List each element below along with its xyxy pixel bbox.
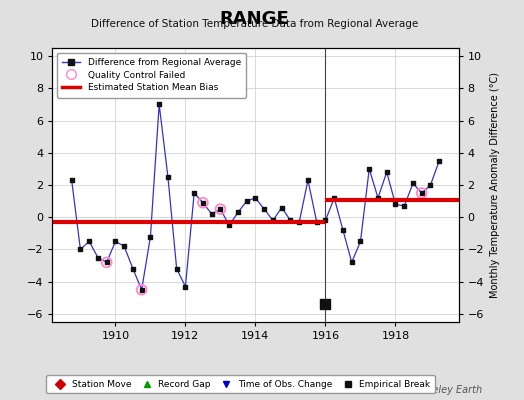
Point <box>234 209 242 216</box>
Point <box>383 169 391 175</box>
Point <box>418 190 426 196</box>
Point <box>243 198 251 204</box>
Legend: Difference from Regional Average, Quality Control Failed, Estimated Station Mean: Difference from Regional Average, Qualit… <box>57 52 246 98</box>
Point <box>295 219 303 225</box>
Point <box>347 259 356 266</box>
Point <box>339 227 347 233</box>
Point <box>321 301 330 308</box>
Point <box>312 219 321 225</box>
Point <box>260 206 268 212</box>
Point <box>85 238 93 245</box>
Point <box>129 266 137 272</box>
Point <box>155 101 163 108</box>
Point <box>190 190 199 196</box>
Point <box>435 158 443 164</box>
Point <box>137 286 146 293</box>
Point <box>103 259 111 266</box>
Point <box>356 238 365 245</box>
Point <box>208 211 216 217</box>
Point <box>103 259 111 266</box>
Point <box>304 177 312 183</box>
Point <box>269 217 277 224</box>
Point <box>330 195 339 201</box>
Point <box>163 174 172 180</box>
Point <box>120 243 128 250</box>
Text: Difference of Station Temperature Data from Regional Average: Difference of Station Temperature Data f… <box>91 19 418 29</box>
Point <box>409 180 417 186</box>
Point <box>181 283 190 290</box>
Point <box>418 190 426 196</box>
Point <box>216 206 225 212</box>
Point <box>251 195 259 201</box>
Text: Berkeley Earth: Berkeley Earth <box>410 385 482 395</box>
Point <box>199 200 207 206</box>
Point <box>374 195 382 201</box>
Point <box>365 166 374 172</box>
Point <box>286 217 294 224</box>
Point <box>278 204 286 211</box>
Point <box>400 203 408 209</box>
Point <box>216 206 225 212</box>
Point <box>225 222 233 228</box>
Point <box>199 200 207 206</box>
Y-axis label: Monthly Temperature Anomaly Difference (°C): Monthly Temperature Anomaly Difference (… <box>489 72 499 298</box>
Point <box>137 286 146 293</box>
Legend: Station Move, Record Gap, Time of Obs. Change, Empirical Break: Station Move, Record Gap, Time of Obs. C… <box>47 376 435 394</box>
Point <box>391 201 400 208</box>
Point <box>427 182 435 188</box>
Point <box>76 246 84 253</box>
Point <box>172 266 181 272</box>
Point <box>68 177 76 183</box>
Point <box>321 217 330 224</box>
Point <box>111 238 119 245</box>
Point <box>94 254 102 261</box>
Point <box>146 233 155 240</box>
Text: RANGE: RANGE <box>219 10 289 28</box>
